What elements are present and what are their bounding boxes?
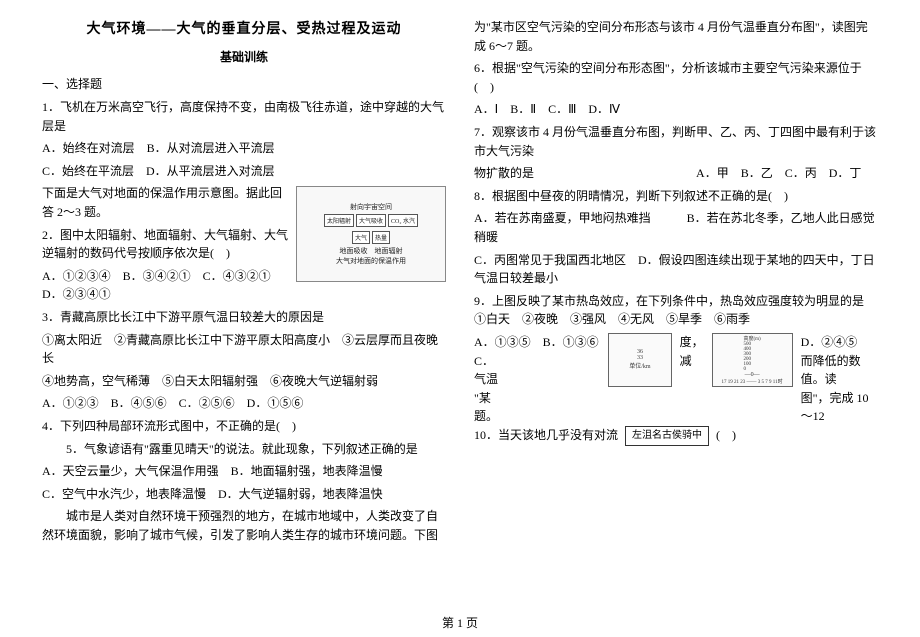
q8-stem: 8．根据图中昼夜的阴晴情况，判断下列叙述不正确的是( ) (474, 187, 878, 206)
diagram-box-heat: 热量 (372, 231, 390, 244)
q10-line: 10．当天该地几乎没有对流 左沮名古侯骑中 ( ) (474, 426, 878, 446)
q9-tail3: 图"，完成 10～12 (801, 391, 869, 424)
q7-tail-text: 物扩散的是 (474, 166, 534, 180)
q9-mid-a: 度， (680, 335, 704, 349)
doc-subtitle: 基础训练 (42, 48, 446, 65)
q9-mid2: "某 (474, 391, 491, 405)
q7-options: A．甲 B．乙 C．丙 D．丁 (696, 166, 861, 180)
q3-line2: ④地势高，空气稀薄 ⑤白天太阳辐射强 ⑥夜晚大气逆辐射弱 (42, 372, 446, 391)
q9-tail1: D．②④⑤ (801, 335, 858, 349)
diagram-top-label: 射向宇宙空间 (350, 202, 392, 212)
q9-stem: 9．上图反映了某市热岛效应，在下列条件中，热岛效应强度较为明显的是 ①白天 ②夜… (474, 292, 878, 329)
chart-right-x: 17 19 21 23 —— 3 5 7 9 11时 (722, 378, 783, 385)
page-footer: 第 1 页 (0, 614, 920, 631)
q9-mid1: 气温 (474, 372, 498, 386)
diagram-greenhouse: 射向宇宙空间 太阳辐射 大气吸收 CO₂ 水汽 大气 热量 地面吸收 地面辐射 … (296, 186, 446, 282)
q3-stem: 3．青藏高原比长江中下游平原气温日较差大的原因是 (42, 308, 446, 327)
diagram-box-solar: 太阳辐射 (324, 214, 354, 227)
diagram-caption: 大气对地面的保温作用 (336, 256, 406, 266)
q8-opt-b: C．丙图常见于我国西北地区 D．假设四图连续出现于某地的四天中，丁日气温日较差最… (474, 251, 878, 288)
q1-options-b: C．始终在平流层 D．从平流层进入对流层 (42, 162, 446, 181)
q5-stem: 5．气象谚语有"露重见晴天"的说法。就此现象，下列叙述正确的是 (42, 440, 446, 459)
diagram-box-co2: CO₂ 水汽 (388, 214, 418, 227)
doc-title: 大气环境——大气的垂直分层、受热过程及运动 (42, 18, 446, 38)
diagram-box-absorb: 大气吸收 (356, 214, 386, 227)
section-choice: 一、选择题 (42, 75, 446, 92)
q5-opt-b: C．空气中水汽少，地表降温慢 D．大气逆辐射弱，地表降温快 (42, 485, 446, 504)
q1-options-a: A．始终在对流层 B．从对流层进入平流层 (42, 139, 446, 158)
q7-tail: 物扩散的是 A．甲 B．乙 C．丙 D．丁 (474, 164, 878, 183)
chart-pollution-map: 36 33 单位/km (608, 333, 671, 387)
chart-temp-profile: 高度(m) 500 400 300 200 100 0 —0— 17 19 21… (712, 333, 793, 387)
q10-tail: ( ) (716, 428, 736, 442)
q10-stem: 10．当天该地几乎没有对流 (474, 428, 618, 442)
chart-right-y: 高度(m) 500 400 300 200 100 0 (743, 335, 760, 372)
rate-box: 左沮名古侯骑中 (625, 426, 709, 446)
chart-left-v4: 单位/km (629, 361, 650, 370)
diagram-bottom: 地面吸收 地面辐射 (340, 246, 403, 256)
q3-options: A．①②③ B．④⑤⑥ C．②⑤⑥ D．①⑤⑥ (42, 394, 446, 413)
q6-options: A．Ⅰ B．Ⅱ C．Ⅲ D．Ⅳ (474, 100, 878, 119)
q9-mid-b: 减 (680, 354, 692, 368)
q5-opt-a: A．天空云量少，大气保温作用强 B．地面辐射强，地表降温慢 (42, 462, 446, 481)
q8-opt-a: A．若在苏南盛夏，甲地闷热难挡 B．若在苏北冬季，乙地人此日感觉稍暖 (474, 209, 878, 246)
q7-stem: 7．观察该市 4 月份气温垂直分布图，判断甲、乙、丙、丁四图中最有利于该市大气污… (474, 123, 878, 160)
q6-stem: 6．根据"空气污染的空间分布形态图"，分析该城市主要空气污染来源位于( ) (474, 59, 878, 96)
q9-figure-row: A．①③⑤ B．①③⑥ C． 气温 "某 题。 36 33 单位/km 度， 减… (474, 333, 878, 426)
q4-stem: 4．下列四种局部环流形式图中，不正确的是( ) (42, 417, 446, 436)
q3-line1: ①离太阳近 ②青藏高原比长江中下游平原太阳高度小 ③云层厚而且夜晚长 (42, 331, 446, 368)
q9-tail2: 而降低的数值。读 (801, 354, 861, 387)
q1-stem: 1．飞机在万米高空飞行，高度保持不变，由南极飞往赤道，途中穿越的大气层是 (42, 98, 446, 135)
diagram-box-atmos: 大气 (352, 231, 370, 244)
q9-mid3: 题。 (474, 409, 498, 423)
q9-pre: A．①③⑤ B．①③⑥ C． (474, 335, 611, 368)
